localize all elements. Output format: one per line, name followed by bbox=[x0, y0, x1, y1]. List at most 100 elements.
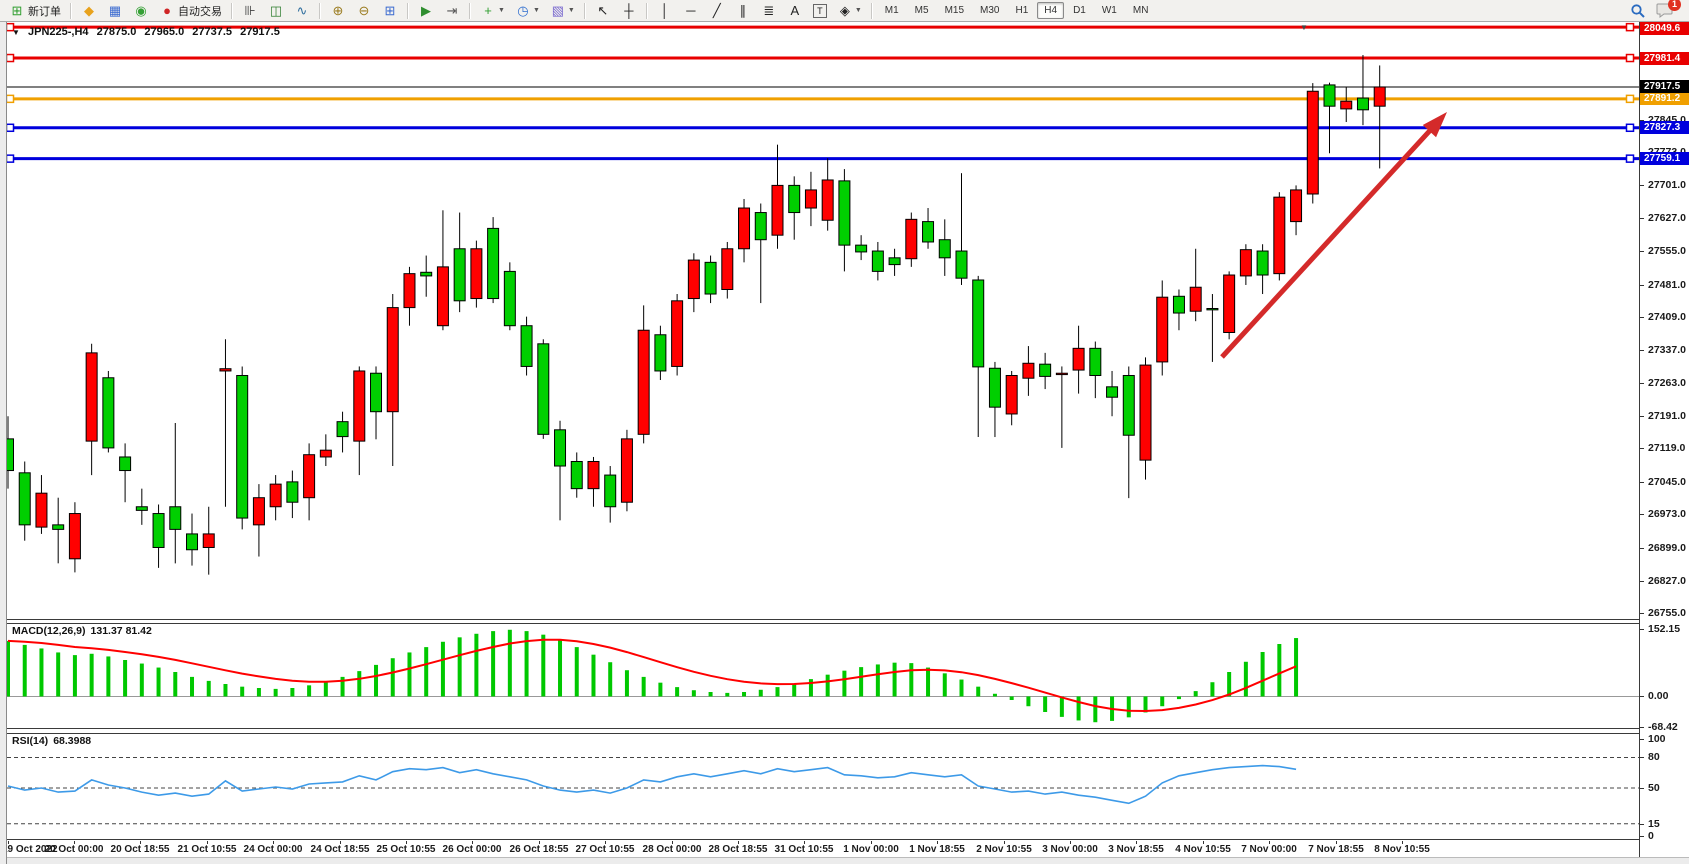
candle[interactable] bbox=[102, 377, 115, 449]
candle[interactable] bbox=[1206, 308, 1219, 311]
timeframe-clock-button[interactable]: ◷ ▼ bbox=[511, 1, 544, 21]
candle[interactable] bbox=[687, 259, 700, 300]
candle[interactable] bbox=[420, 271, 433, 277]
candle[interactable] bbox=[888, 257, 901, 266]
chevron-down-icon[interactable]: ▼ bbox=[498, 7, 505, 14]
candle[interactable] bbox=[353, 370, 366, 442]
candle[interactable] bbox=[838, 180, 851, 246]
timeframe-button-w1[interactable]: W1 bbox=[1101, 5, 1117, 16]
candle[interactable] bbox=[1273, 196, 1286, 275]
fibonacci-button[interactable]: ≣ bbox=[757, 1, 781, 21]
candle[interactable] bbox=[1256, 250, 1269, 276]
tile-windows-button[interactable]: ⊞ bbox=[378, 1, 402, 21]
line-handle[interactable] bbox=[1625, 53, 1635, 63]
market-watch-button[interactable]: ▦ bbox=[103, 1, 127, 21]
new-order-button[interactable]: ⊞ 新订单 bbox=[5, 1, 65, 21]
candle[interactable] bbox=[219, 368, 232, 372]
candle[interactable] bbox=[169, 506, 182, 530]
candle[interactable] bbox=[470, 248, 483, 300]
candle[interactable] bbox=[35, 492, 48, 528]
candle[interactable] bbox=[620, 438, 633, 503]
candle[interactable] bbox=[252, 497, 265, 526]
signals-button[interactable]: ◉ bbox=[129, 1, 153, 21]
candle[interactable] bbox=[1189, 286, 1202, 312]
candle[interactable] bbox=[821, 179, 834, 221]
candle[interactable] bbox=[1072, 347, 1085, 371]
candle[interactable] bbox=[186, 533, 199, 551]
line-handle[interactable] bbox=[1625, 123, 1635, 133]
search-button[interactable] bbox=[1626, 1, 1650, 21]
candle[interactable] bbox=[754, 212, 767, 241]
candle[interactable] bbox=[972, 279, 985, 368]
vertical-line-button[interactable]: │ bbox=[653, 1, 677, 21]
macd-chart[interactable] bbox=[0, 624, 1639, 728]
candle[interactable] bbox=[804, 189, 817, 209]
timeframe-button-mn[interactable]: MN bbox=[1132, 5, 1149, 16]
candle[interactable] bbox=[938, 239, 951, 259]
chart-menu-arrow-icon[interactable]: ▼ bbox=[12, 28, 20, 37]
rsi-chart[interactable] bbox=[0, 734, 1639, 839]
candle[interactable] bbox=[905, 218, 918, 260]
candle[interactable] bbox=[1122, 374, 1135, 436]
timeframe-button-m30[interactable]: M30 bbox=[980, 5, 1000, 16]
candle[interactable] bbox=[85, 352, 98, 442]
line-handle[interactable] bbox=[1625, 94, 1635, 104]
chart-shift-button[interactable]: ⇥ bbox=[440, 1, 464, 21]
candle[interactable] bbox=[1156, 296, 1169, 363]
candle[interactable] bbox=[1323, 84, 1336, 107]
candle[interactable] bbox=[855, 244, 868, 253]
candle[interactable] bbox=[386, 307, 399, 413]
candle[interactable] bbox=[68, 513, 81, 560]
candle[interactable] bbox=[403, 273, 416, 309]
candle[interactable] bbox=[704, 261, 717, 295]
text-label-button[interactable]: T bbox=[809, 1, 831, 21]
candlestick-chart-button[interactable]: ◫ bbox=[264, 1, 288, 21]
auto-scroll-button[interactable]: ▶ bbox=[414, 1, 438, 21]
timeframe-button-m15[interactable]: M15 bbox=[944, 5, 965, 16]
line-handle[interactable] bbox=[5, 154, 15, 163]
symbols-button[interactable]: ◆ bbox=[77, 1, 101, 21]
chevron-down-icon[interactable]: ▼ bbox=[532, 7, 540, 14]
zoom-in-button[interactable]: ⊕ bbox=[326, 1, 350, 21]
candle[interactable] bbox=[955, 250, 968, 279]
candle[interactable] bbox=[738, 207, 751, 250]
candle[interactable] bbox=[1356, 97, 1369, 111]
chevron-down-icon[interactable]: ▼ bbox=[854, 7, 862, 14]
candle[interactable] bbox=[988, 367, 1001, 408]
candle[interactable] bbox=[922, 221, 935, 243]
candle[interactable] bbox=[1005, 374, 1018, 415]
autotrading-button[interactable]: ● 自动交易 bbox=[155, 1, 226, 21]
bar-chart-button[interactable]: ⊪ bbox=[238, 1, 262, 21]
price-axis[interactable]: 27845.027773.027701.027627.027555.027481… bbox=[1639, 22, 1689, 864]
chevron-down-icon[interactable]: ▼ bbox=[567, 7, 575, 14]
add-indicator-button[interactable]: + ▼ bbox=[476, 1, 509, 21]
candlestick-chart[interactable] bbox=[0, 22, 1639, 619]
timeframe-button-h1[interactable]: H1 bbox=[1015, 5, 1029, 16]
candle[interactable] bbox=[236, 374, 249, 519]
zoom-out-button[interactable]: ⊖ bbox=[352, 1, 376, 21]
candle[interactable] bbox=[286, 481, 299, 503]
candle[interactable] bbox=[520, 325, 533, 367]
horizontal-line-button[interactable]: ─ bbox=[679, 1, 703, 21]
notification-button[interactable]: 1 bbox=[1652, 0, 1681, 21]
candle[interactable] bbox=[152, 513, 165, 548]
candle[interactable] bbox=[1223, 274, 1236, 333]
line-handle[interactable] bbox=[5, 123, 15, 133]
line-chart-button[interactable]: ∿ bbox=[290, 1, 314, 21]
candle[interactable] bbox=[370, 372, 383, 413]
line-handle[interactable] bbox=[1625, 22, 1635, 32]
candle[interactable] bbox=[1290, 189, 1303, 223]
candle[interactable] bbox=[1139, 364, 1152, 461]
candle[interactable] bbox=[1106, 386, 1119, 398]
candle[interactable] bbox=[637, 329, 650, 435]
candle[interactable] bbox=[202, 533, 215, 548]
candle[interactable] bbox=[436, 266, 449, 327]
timeframe-button-m1[interactable]: M1 bbox=[884, 5, 899, 16]
timeframe-button-h4[interactable]: H4 bbox=[1037, 2, 1065, 19]
candle[interactable] bbox=[671, 300, 684, 367]
candle[interactable] bbox=[119, 456, 132, 472]
candle[interactable] bbox=[319, 449, 332, 458]
candle[interactable] bbox=[453, 248, 466, 302]
annotation-arrow[interactable] bbox=[1220, 112, 1447, 359]
main-chart-pane[interactable] bbox=[0, 22, 1639, 620]
